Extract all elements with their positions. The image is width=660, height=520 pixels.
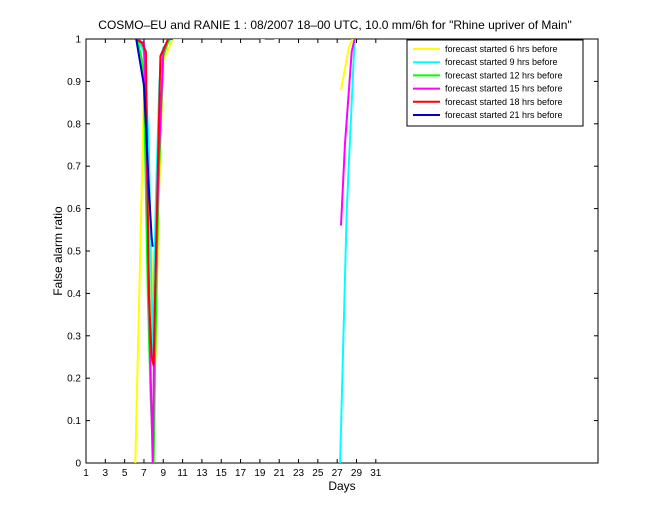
series-line-4-segment-2 [340, 39, 356, 226]
x-tick-label: 17 [235, 468, 247, 479]
y-tick-label: 0.7 [67, 162, 81, 173]
x-tick-label: 13 [196, 468, 208, 479]
x-tick-label: 25 [312, 468, 324, 479]
legend-label-5: forecast started 18 hrs before [445, 97, 563, 107]
x-tick-label: 29 [351, 468, 363, 479]
series-line-1-segment-4 [340, 39, 354, 91]
y-tick-label: 0.4 [67, 289, 81, 300]
x-tick-label: 9 [161, 468, 167, 479]
legend-label-2: forecast started 9 hrs before [445, 57, 558, 67]
legend-box [406, 39, 584, 127]
x-tick-label: 7 [141, 468, 147, 479]
y-tick-label: 0.1 [67, 416, 81, 427]
legend: forecast started 6 hrs before forecast st… [406, 39, 584, 127]
chart-title: COSMO–EU and RANIE 1 : 08/2007 18–00 UTC… [98, 18, 571, 32]
x-axis-label: Days [328, 479, 355, 493]
y-tick-label: 0 [75, 459, 81, 470]
legend-label-6: forecast started 21 hrs before [445, 110, 563, 120]
series-line-5-segment-1 [135, 39, 173, 367]
legend-label-3: forecast started 12 hrs before [445, 70, 563, 80]
x-tick-label: 15 [216, 468, 228, 479]
y-tick-label: 0.9 [67, 77, 81, 88]
series-line-2-segment-2 [339, 39, 356, 463]
y-axis-label: False alarm ratio [51, 206, 65, 296]
y-tick-label: 0.5 [67, 247, 81, 258]
legend-label-1: forecast started 6 hrs before [445, 44, 558, 54]
series-line-6-segment-1 [135, 39, 154, 247]
x-tick-label: 21 [274, 468, 286, 479]
x-tick-label: 11 [177, 468, 188, 479]
x-tick-label: 31 [370, 468, 382, 479]
y-tick-label: 0.6 [67, 204, 81, 215]
x-tick-label: 19 [254, 468, 266, 479]
y-tick-label: 1 [75, 35, 81, 46]
series-line-4-segment-1 [135, 39, 170, 463]
y-tick-label: 0.2 [67, 374, 81, 385]
x-tick-label: 1 [83, 468, 89, 479]
series-layer [134, 39, 356, 463]
x-tick-label: 27 [332, 468, 344, 479]
x-tick-label: 23 [293, 468, 305, 479]
x-tick-label: 5 [122, 468, 128, 479]
legend-label-4: forecast started 15 hrs before [445, 84, 563, 94]
axes-layer: 1 3 5 7 9 11 13 15 17 19 21 23 25 27 29 3100.10.20.30.4… [67, 35, 598, 479]
y-tick-label: 0.3 [67, 331, 81, 342]
y-tick-label: 0.8 [67, 119, 81, 130]
x-tick-label: 3 [103, 468, 109, 479]
